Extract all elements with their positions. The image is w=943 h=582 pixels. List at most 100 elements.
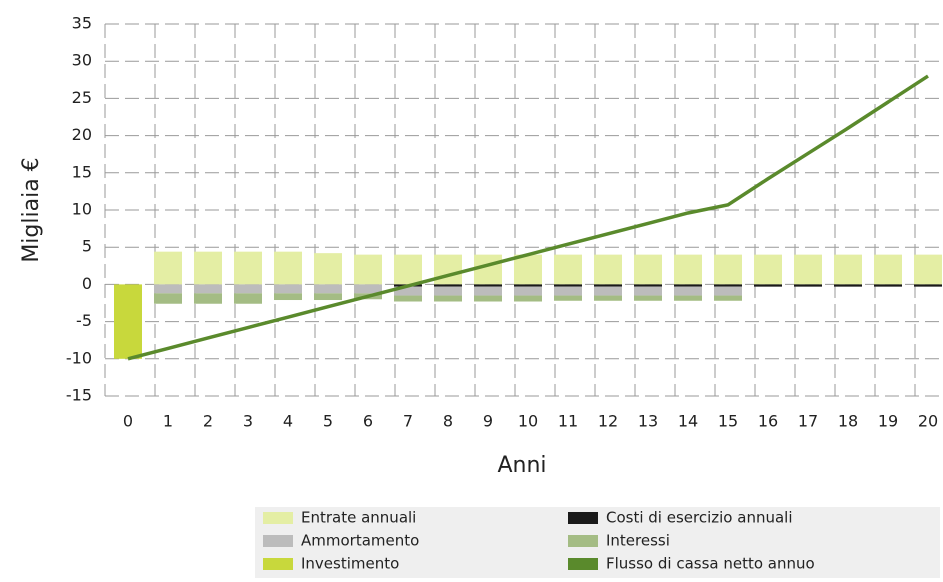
bar (594, 254, 622, 285)
bar (274, 293, 302, 301)
x-tick-label: 13 (638, 412, 658, 431)
bar (674, 284, 702, 287)
bar (234, 293, 262, 304)
x-tick-label: 14 (678, 412, 698, 431)
bar (154, 293, 182, 304)
bar (194, 293, 222, 304)
y-tick-label: 15 (72, 162, 92, 181)
bar (714, 254, 742, 285)
bar (434, 254, 462, 285)
y-tick-label: 20 (72, 125, 92, 144)
y-axis-title: Migliaia € (19, 157, 44, 262)
bar (514, 286, 542, 296)
legend-swatch (263, 512, 293, 524)
bar (874, 254, 902, 285)
bar (634, 286, 662, 296)
bar (434, 284, 462, 287)
bar (354, 254, 382, 285)
bar (914, 284, 942, 287)
bar (394, 286, 422, 296)
x-tick-label: 19 (878, 412, 898, 431)
y-tick-label: 25 (72, 88, 92, 107)
bar (234, 284, 262, 294)
bar (274, 251, 302, 285)
y-tick-label: 0 (82, 274, 92, 293)
y-tick-label: 10 (72, 200, 92, 219)
bar (394, 254, 422, 285)
y-tick-label: 35 (72, 14, 92, 33)
bar (514, 295, 542, 302)
bar (474, 284, 502, 287)
x-tick-label: 18 (838, 412, 858, 431)
x-tick-label: 6 (363, 412, 373, 431)
bar (514, 284, 542, 287)
bar (234, 251, 262, 285)
bar (194, 251, 222, 285)
legend-label: Investimento (301, 555, 399, 573)
bar (794, 254, 822, 285)
bar (514, 254, 542, 285)
legend-label: Entrate annuali (301, 509, 416, 527)
x-tick-label: 17 (798, 412, 818, 431)
bar (754, 284, 782, 287)
bar (194, 284, 222, 294)
bar (914, 254, 942, 285)
bar (714, 286, 742, 296)
y-tick-label: -10 (66, 348, 92, 367)
bar (314, 284, 342, 294)
bar (634, 295, 662, 301)
bar (474, 295, 502, 302)
bar (554, 295, 582, 301)
legend-swatch (263, 558, 293, 570)
y-tick-label: -15 (66, 386, 92, 405)
bar (314, 293, 342, 301)
x-tick-label: 4 (283, 412, 293, 431)
x-tick-label: 3 (243, 412, 253, 431)
legend-label: Interessi (606, 532, 670, 550)
bar (554, 284, 582, 287)
bar (674, 254, 702, 285)
legend-label: Ammortamento (301, 532, 419, 550)
x-tick-label: 20 (918, 412, 938, 431)
bar (474, 286, 502, 296)
bar (834, 284, 862, 287)
bar (114, 284, 142, 359)
bar (674, 295, 702, 301)
bar (594, 284, 622, 287)
bar (754, 254, 782, 285)
bar (394, 295, 422, 302)
x-tick-label: 11 (558, 412, 578, 431)
bar (634, 284, 662, 287)
bar (434, 286, 462, 296)
x-tick-label: 8 (443, 412, 453, 431)
legend-swatch (568, 535, 598, 547)
y-tick-label: 30 (72, 51, 92, 70)
y-tick-label: -5 (76, 311, 92, 330)
bar (714, 284, 742, 287)
bar (714, 295, 742, 301)
x-tick-label: 9 (483, 412, 493, 431)
legend-label: Flusso di cassa netto annuo (606, 555, 815, 573)
x-tick-label: 7 (403, 412, 413, 431)
bar (474, 254, 502, 285)
bar (274, 284, 302, 294)
bar (674, 286, 702, 296)
bar (434, 295, 462, 302)
bar (554, 254, 582, 285)
x-axis-title: Anni (497, 453, 546, 478)
x-tick-label: 16 (758, 412, 778, 431)
legend-swatch (568, 512, 598, 524)
bar (154, 251, 182, 285)
x-tick-label: 15 (718, 412, 738, 431)
x-tick-label: 1 (163, 412, 173, 431)
bar (874, 284, 902, 287)
bar (594, 286, 622, 296)
bar (554, 286, 582, 296)
bar (154, 284, 182, 294)
legend-label: Costi di esercizio annuali (606, 509, 793, 527)
x-tick-label: 0 (123, 412, 133, 431)
line (127, 74, 929, 361)
bar (314, 253, 342, 285)
